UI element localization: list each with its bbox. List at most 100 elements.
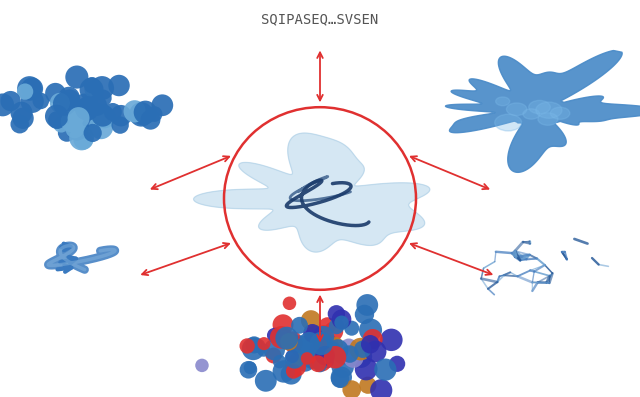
- Point: [16, 110, 26, 116]
- Point: [337, 320, 347, 326]
- Point: [284, 339, 294, 345]
- Point: [197, 362, 207, 368]
- Point: [338, 351, 348, 358]
- Point: [20, 89, 30, 95]
- Point: [333, 347, 343, 353]
- Point: [332, 310, 342, 317]
- Point: [51, 90, 61, 96]
- Point: [336, 374, 346, 380]
- Point: [316, 340, 326, 347]
- Point: [98, 95, 108, 101]
- Point: [331, 341, 341, 347]
- Point: [295, 342, 305, 349]
- Point: [269, 332, 280, 339]
- Point: [276, 334, 286, 341]
- Point: [348, 355, 358, 361]
- Point: [317, 358, 327, 365]
- Circle shape: [536, 102, 562, 118]
- Point: [88, 86, 98, 93]
- Point: [356, 346, 366, 352]
- Point: [294, 322, 305, 328]
- Point: [337, 363, 348, 370]
- Circle shape: [495, 114, 522, 131]
- Point: [67, 118, 77, 125]
- Point: [259, 341, 269, 347]
- Point: [323, 341, 333, 347]
- Point: [77, 135, 87, 141]
- Point: [15, 121, 25, 127]
- Point: [83, 106, 93, 113]
- Point: [337, 316, 347, 322]
- Point: [288, 368, 298, 374]
- Circle shape: [506, 103, 527, 116]
- Point: [78, 137, 88, 143]
- Point: [268, 352, 278, 358]
- Point: [304, 340, 314, 346]
- Point: [92, 102, 102, 109]
- Point: [313, 346, 323, 353]
- Circle shape: [550, 107, 570, 119]
- Point: [307, 330, 317, 336]
- Point: [300, 358, 310, 364]
- Point: [96, 124, 106, 130]
- Point: [24, 85, 35, 92]
- Point: [52, 113, 62, 119]
- FancyArrowPatch shape: [152, 156, 229, 189]
- Point: [116, 112, 126, 119]
- Point: [86, 87, 97, 93]
- Point: [291, 363, 301, 370]
- Point: [74, 115, 84, 121]
- Point: [259, 347, 269, 353]
- FancyArrowPatch shape: [142, 243, 229, 275]
- Point: [323, 358, 333, 365]
- FancyArrowPatch shape: [411, 243, 492, 275]
- Point: [92, 110, 102, 116]
- Point: [99, 114, 109, 120]
- Point: [296, 342, 307, 348]
- Point: [278, 322, 288, 328]
- Point: [296, 345, 307, 352]
- Point: [367, 336, 378, 342]
- Point: [245, 364, 255, 371]
- Text: SQIPASEQ…SVSEN: SQIPASEQ…SVSEN: [261, 12, 379, 26]
- Point: [380, 366, 390, 373]
- Point: [289, 356, 300, 362]
- Point: [300, 347, 310, 354]
- Point: [145, 117, 156, 123]
- Point: [358, 346, 368, 353]
- Point: [288, 337, 298, 343]
- Point: [310, 333, 321, 339]
- Point: [329, 347, 339, 354]
- Point: [55, 100, 65, 106]
- Point: [278, 335, 289, 341]
- Point: [248, 345, 259, 352]
- Point: [18, 115, 28, 121]
- Point: [320, 353, 330, 359]
- FancyArrowPatch shape: [411, 156, 488, 189]
- Point: [0, 102, 8, 108]
- Point: [138, 113, 148, 119]
- Point: [313, 360, 323, 367]
- FancyArrowPatch shape: [317, 52, 323, 100]
- Point: [371, 348, 381, 355]
- Point: [328, 328, 339, 335]
- Point: [269, 347, 280, 353]
- Point: [365, 341, 375, 347]
- Point: [332, 323, 342, 330]
- Point: [387, 337, 397, 343]
- Point: [323, 323, 333, 329]
- Point: [376, 387, 387, 393]
- Point: [316, 341, 326, 347]
- Point: [344, 345, 354, 351]
- Point: [287, 353, 298, 360]
- Point: [56, 121, 67, 128]
- Point: [315, 362, 325, 369]
- Point: [114, 82, 124, 89]
- Point: [308, 357, 318, 363]
- Point: [314, 340, 324, 347]
- Point: [282, 335, 292, 341]
- Point: [150, 111, 160, 117]
- Point: [83, 103, 93, 109]
- Point: [69, 112, 79, 119]
- Point: [359, 311, 369, 318]
